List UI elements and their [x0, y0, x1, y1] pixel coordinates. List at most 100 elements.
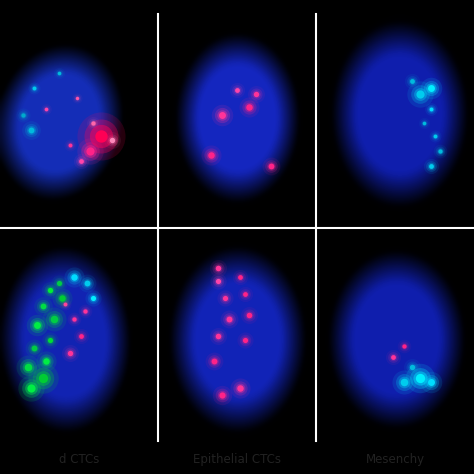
Point	[73, 94, 81, 102]
Point	[252, 90, 259, 98]
Point	[43, 357, 50, 365]
Point	[221, 294, 228, 302]
Point	[431, 132, 439, 140]
Point	[246, 103, 253, 110]
Point	[89, 294, 97, 302]
Point	[215, 277, 222, 285]
Point	[267, 162, 275, 169]
Point	[77, 332, 84, 339]
Point	[401, 378, 408, 386]
Point	[218, 391, 225, 398]
Point	[82, 307, 89, 314]
Point	[215, 332, 222, 339]
Point	[408, 78, 416, 85]
Point	[30, 345, 38, 352]
Point	[408, 78, 416, 85]
Point	[40, 302, 47, 310]
Point	[237, 273, 244, 281]
Point	[108, 137, 115, 144]
Point	[252, 90, 259, 98]
Point	[97, 132, 104, 140]
Point	[237, 273, 244, 281]
Point	[218, 111, 225, 119]
Point	[246, 103, 253, 110]
Point	[27, 126, 35, 134]
Point	[43, 357, 50, 365]
Point	[427, 378, 434, 386]
Point	[210, 357, 218, 365]
Point	[436, 147, 444, 155]
Point	[40, 374, 47, 382]
Point	[33, 321, 41, 329]
Point	[207, 151, 214, 159]
Point	[427, 105, 434, 113]
Point	[61, 301, 69, 308]
Point	[431, 132, 439, 140]
Point	[89, 294, 97, 302]
Point	[43, 105, 50, 113]
Point	[71, 273, 78, 281]
Point	[43, 105, 50, 113]
Point	[86, 147, 94, 155]
Point	[77, 332, 84, 339]
Point	[27, 384, 35, 392]
Point	[66, 349, 73, 356]
Point	[427, 378, 434, 386]
Point	[401, 378, 408, 386]
Point	[30, 345, 38, 352]
Point	[83, 279, 91, 287]
Point	[24, 364, 32, 371]
Point	[46, 336, 54, 344]
Point	[33, 321, 41, 329]
Point	[237, 273, 244, 281]
Point	[27, 384, 35, 392]
Point	[58, 294, 66, 302]
Point	[420, 120, 428, 128]
Point	[218, 391, 225, 398]
Point	[416, 374, 424, 382]
Point	[86, 147, 94, 155]
Point	[77, 157, 84, 165]
Point	[77, 157, 84, 165]
Point	[89, 120, 97, 128]
Point	[241, 290, 248, 298]
Point	[82, 307, 89, 314]
Point	[46, 286, 54, 293]
Point	[246, 311, 253, 319]
Point	[66, 349, 73, 356]
Point	[30, 345, 38, 352]
Point	[43, 105, 50, 113]
Point	[30, 84, 38, 91]
Point	[246, 103, 253, 110]
Point	[221, 294, 228, 302]
Point	[420, 120, 428, 128]
Point	[46, 286, 54, 293]
Point	[27, 126, 35, 134]
Point	[73, 94, 81, 102]
Point	[416, 374, 424, 382]
Point	[416, 90, 424, 98]
Point	[408, 364, 416, 371]
Point	[43, 357, 50, 365]
Point	[420, 120, 428, 128]
Point	[46, 336, 54, 344]
Point	[408, 364, 416, 371]
Text: Mesenchy: Mesenchy	[365, 453, 425, 466]
Point	[82, 307, 89, 314]
Point	[61, 301, 69, 308]
Point	[215, 277, 222, 285]
Point	[86, 147, 94, 155]
Point	[24, 364, 32, 371]
Point	[66, 141, 73, 148]
Point	[71, 273, 78, 281]
Point	[55, 279, 63, 287]
Point	[61, 301, 69, 308]
Point	[24, 364, 32, 371]
Point	[237, 384, 244, 392]
Point	[436, 147, 444, 155]
Point	[33, 321, 41, 329]
Point	[97, 132, 104, 140]
Point	[390, 353, 397, 361]
Point	[408, 364, 416, 371]
Point	[210, 357, 218, 365]
